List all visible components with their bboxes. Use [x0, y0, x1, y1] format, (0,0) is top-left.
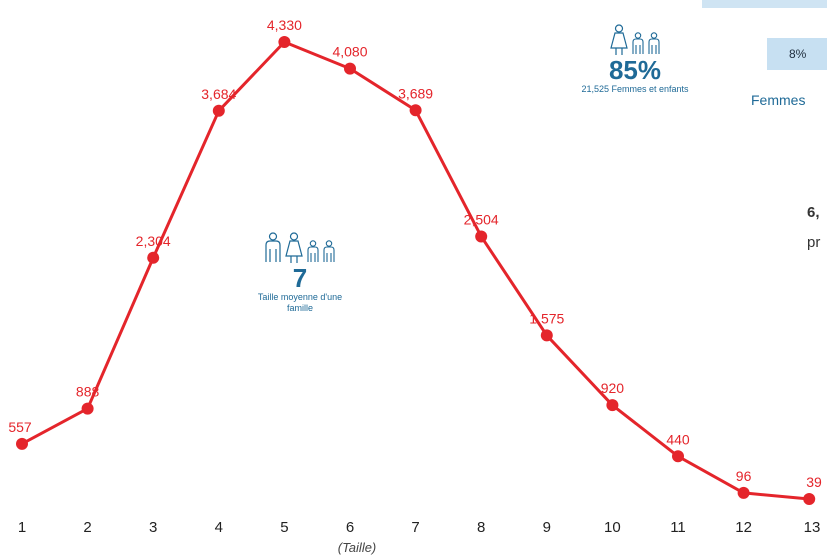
data-point — [409, 104, 422, 117]
x-tick-label: 12 — [735, 519, 752, 536]
data-point — [147, 251, 160, 264]
data-label: 2,504 — [464, 211, 499, 227]
x-tick-label: 11 — [670, 519, 686, 536]
data-label: 96 — [736, 468, 752, 484]
data-point — [81, 402, 94, 415]
data-label: 1,575 — [529, 310, 564, 326]
x-tick-label: 5 — [280, 519, 288, 536]
x-tick-label: 3 — [149, 519, 157, 536]
woman-icon — [285, 232, 303, 263]
average-family-size-value: 7 — [292, 263, 308, 293]
data-point — [606, 399, 619, 412]
family-icons — [240, 232, 360, 264]
data-point — [475, 230, 488, 243]
data-label: 2,304 — [136, 233, 171, 249]
child-icon — [307, 240, 319, 262]
child-icon — [632, 32, 644, 54]
data-point — [540, 329, 553, 342]
side-category-label: Femmes — [751, 92, 806, 108]
data-label: 39 — [806, 474, 822, 490]
x-tick-label: 2 — [83, 519, 91, 536]
data-label: 4,080 — [332, 44, 367, 60]
x-tick-label: 10 — [604, 519, 621, 536]
side-stat-text: pr — [807, 234, 821, 251]
x-tick-label: 9 — [543, 519, 551, 536]
average-family-size-stat: 7 Taille moyenne d'une famille — [240, 232, 360, 314]
percentage-box: 8% — [767, 38, 827, 70]
child-icon — [648, 32, 660, 54]
data-point — [803, 493, 816, 505]
top-bar — [702, 0, 827, 8]
data-label: 888 — [76, 384, 100, 400]
man-icon — [265, 232, 281, 262]
percentage-value: 8% — [789, 47, 807, 61]
data-label: 440 — [666, 431, 690, 447]
side-stat-value: 6, — [807, 204, 820, 221]
child-icon — [323, 240, 335, 262]
data-label: 3,689 — [398, 85, 433, 101]
x-tick-label: 13 — [804, 519, 821, 536]
x-tick-label: 1 — [18, 519, 26, 536]
women-children-caption: 21,525 Femmes et enfants — [581, 84, 689, 94]
data-label: 4,330 — [267, 17, 302, 33]
x-axis-title: (Taille) — [338, 540, 377, 555]
data-point — [212, 104, 225, 117]
data-point — [278, 36, 291, 48]
data-point — [344, 62, 356, 75]
x-tick-label: 8 — [477, 519, 485, 536]
data-point — [737, 486, 750, 499]
women-children-icons — [560, 24, 710, 56]
average-family-size-caption: Taille moyenne d'une famille — [257, 292, 343, 313]
x-tick-label: 7 — [411, 519, 419, 536]
data-label: 3,684 — [201, 86, 236, 102]
data-point — [672, 450, 684, 463]
women-children-stat: 85% 21,525 Femmes et enfants — [560, 24, 710, 95]
data-label: 920 — [601, 380, 625, 396]
data-label: 557 — [8, 419, 32, 435]
x-tick-label: 4 — [215, 519, 223, 536]
x-tick-label: 6 — [346, 519, 354, 536]
woman-icon — [610, 24, 628, 55]
women-children-percentage: 85% — [608, 55, 662, 85]
data-point — [16, 437, 28, 450]
